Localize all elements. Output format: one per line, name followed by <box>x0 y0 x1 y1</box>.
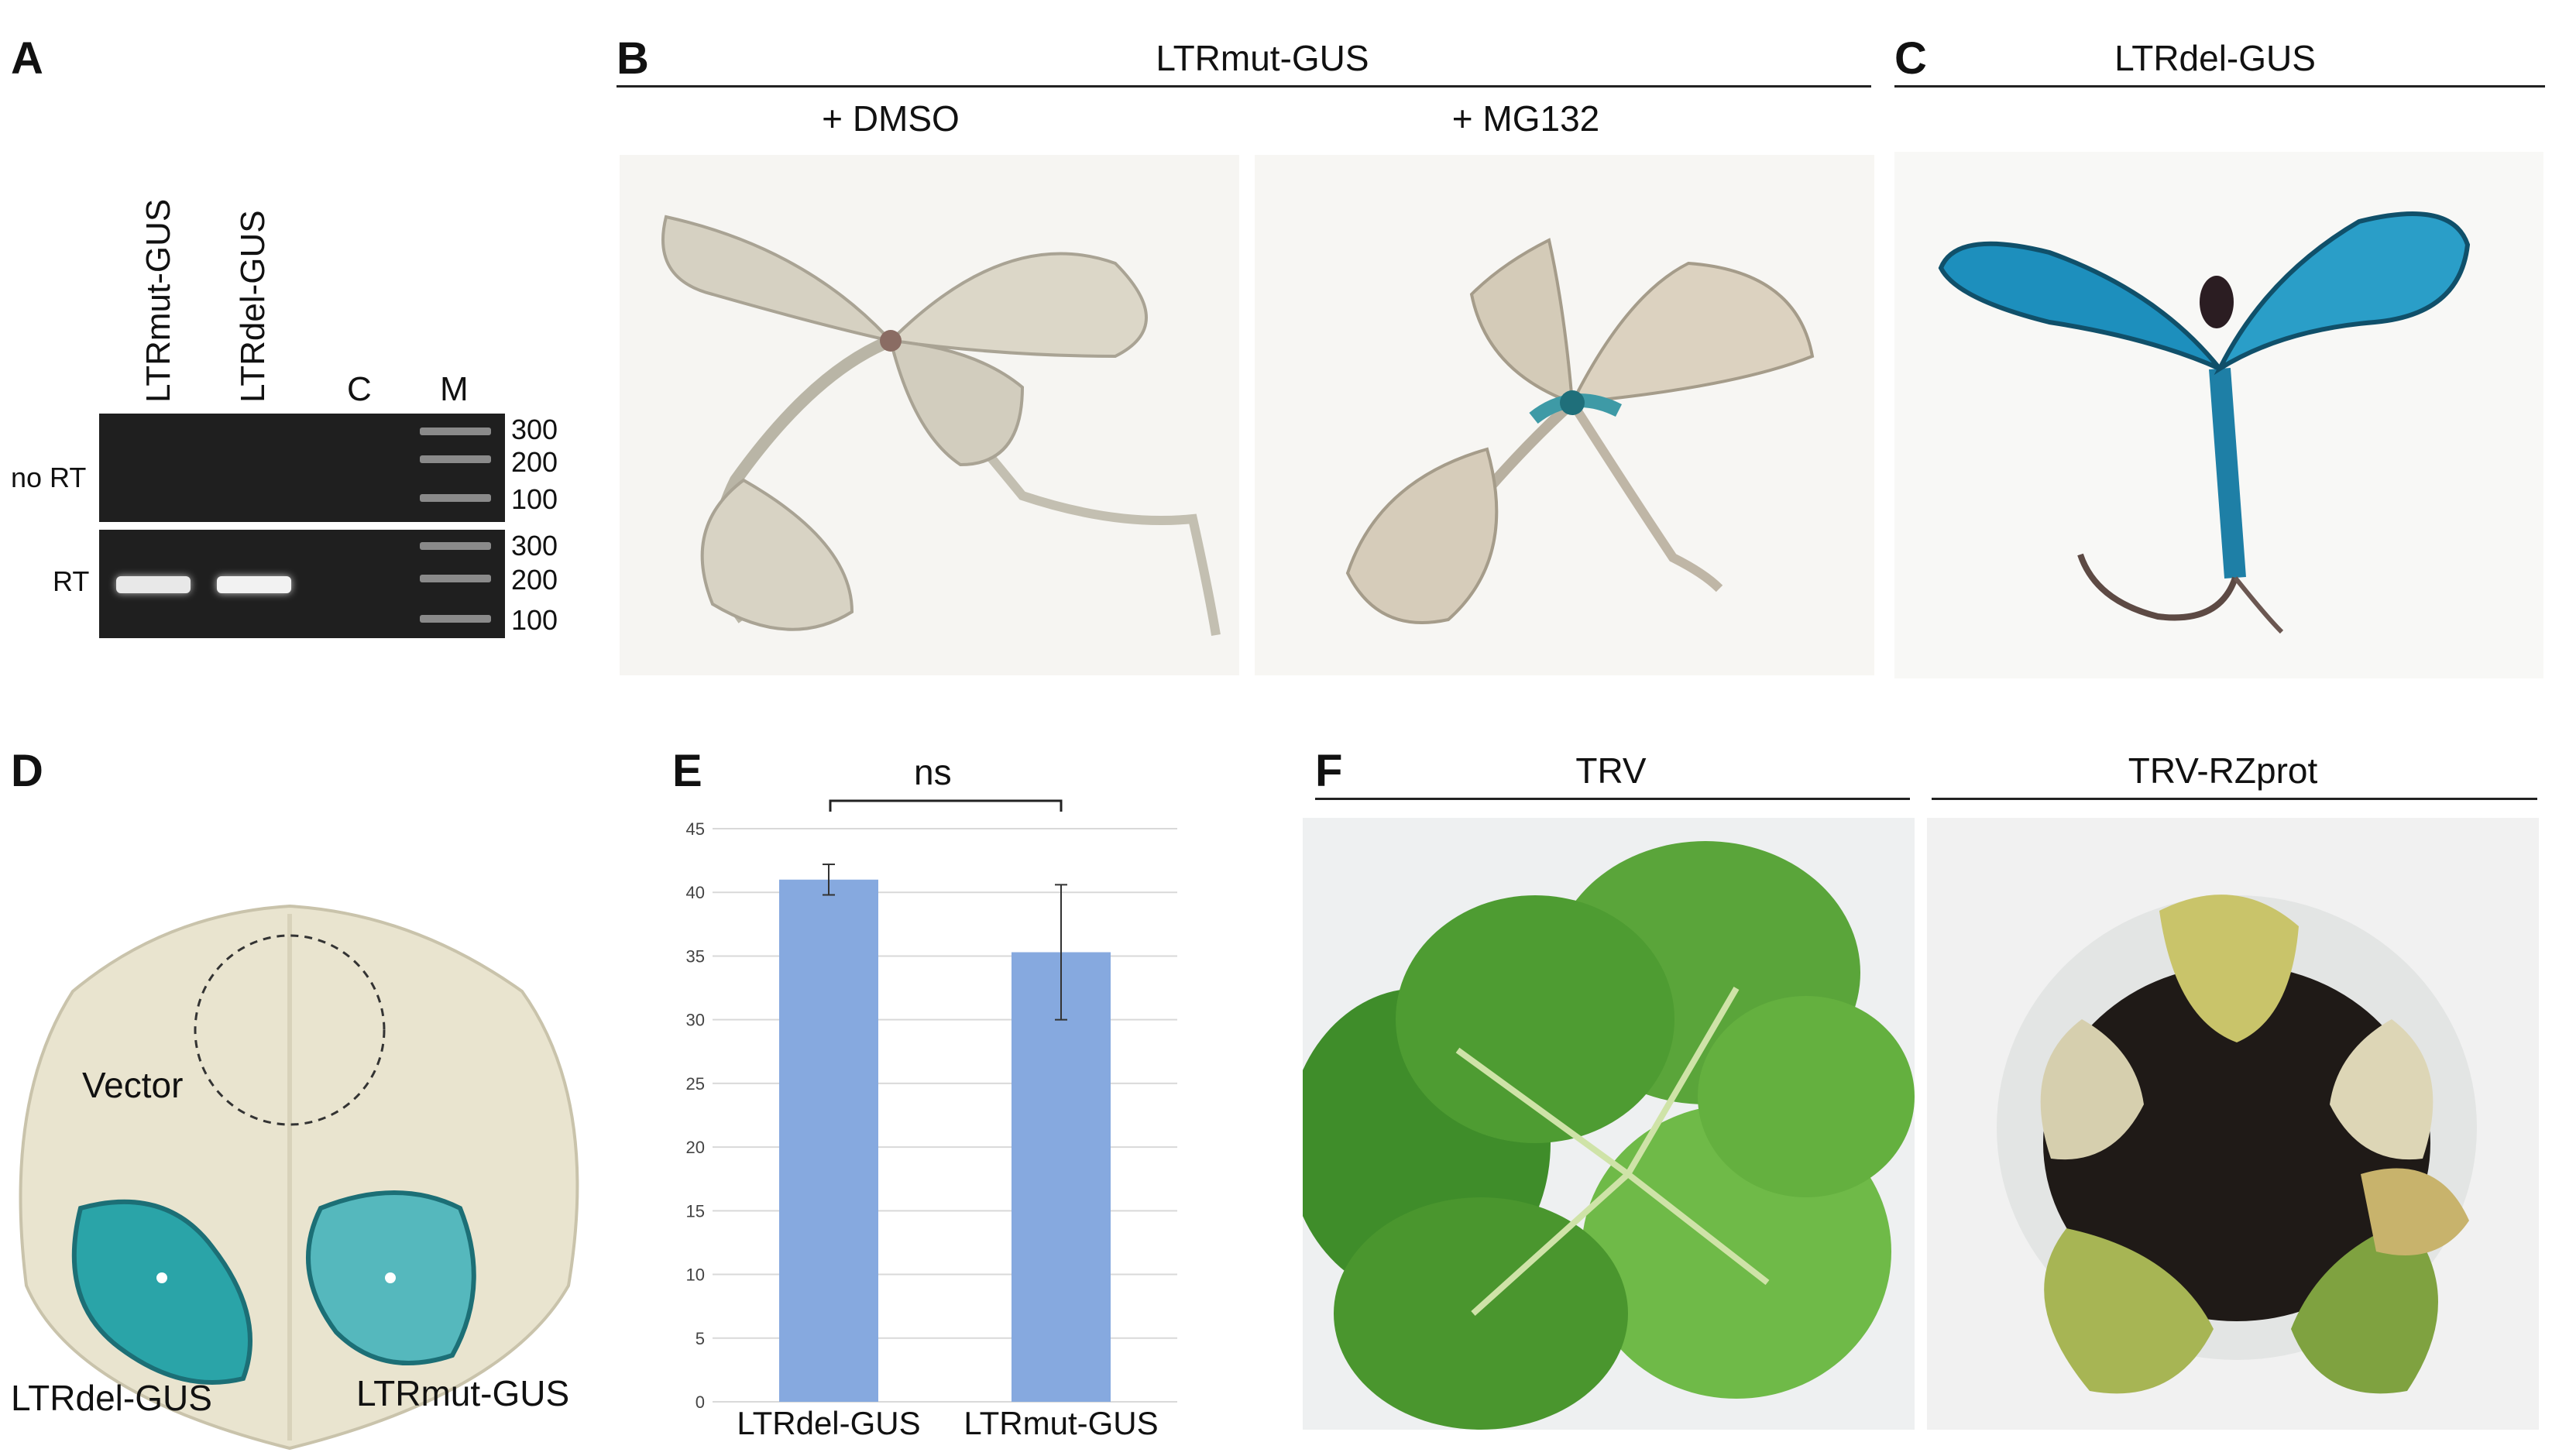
ladder-size-100: 100 <box>511 483 558 515</box>
panel-b-rule <box>617 85 1871 88</box>
y-tick-label: 5 <box>696 1329 705 1348</box>
pcr-band-ltrdel <box>217 576 291 593</box>
significance-bracket <box>829 799 1063 812</box>
lane-label-marker: M <box>440 370 469 408</box>
condition-dmso: + DMSO <box>822 98 960 139</box>
panel-letter-b: B <box>617 33 649 84</box>
panel-f-title-trv-rzprot: TRV-RZprot <box>2128 750 2318 791</box>
x-tick-label: LTRdel-GUS <box>737 1405 920 1441</box>
lane-label-ltrdel: LTRdel-GUS <box>234 210 272 403</box>
y-tick-label: 35 <box>686 946 705 966</box>
seedling-photo-mg132 <box>1255 155 1874 675</box>
ladder-band <box>420 428 491 435</box>
leaf-label-ltrdel: LTRdel-GUS <box>11 1378 212 1418</box>
leaf-label-vector: Vector <box>82 1065 184 1105</box>
ladder-size-300: 300 <box>511 414 558 445</box>
y-tick-label: 15 <box>686 1201 705 1221</box>
ladder-band <box>420 455 491 463</box>
panel-letter-c: C <box>1894 33 1927 84</box>
ladder-band <box>420 494 491 502</box>
row-label-rt: RT <box>53 565 90 597</box>
lane-label-ltrmut: LTRmut-GUS <box>139 198 177 403</box>
bar <box>1012 952 1111 1402</box>
y-tick-label: 25 <box>686 1074 705 1094</box>
panel-f-rule-trv-rzprot <box>1932 798 2537 800</box>
bar <box>779 879 878 1402</box>
panel-letter-f: F <box>1315 746 1343 796</box>
leaf-label-ltrmut: LTRmut-GUS <box>356 1373 570 1413</box>
y-tick-label: 30 <box>686 1011 705 1030</box>
panel-letter-e: E <box>672 746 702 796</box>
lane-label-control: C <box>347 370 372 408</box>
panel-f-rule-trv <box>1315 798 1910 800</box>
panel-letter-a: A <box>11 33 43 84</box>
gel-no-rt <box>99 414 505 522</box>
seedling-photo-ltrdel <box>1894 152 2543 678</box>
ladder-size-100: 100 <box>511 604 558 636</box>
y-tick-label: 45 <box>686 819 705 839</box>
pcr-band-ltrmut <box>116 576 191 593</box>
ladder-size-200: 200 <box>511 564 558 596</box>
y-tick-label: 20 <box>686 1138 705 1157</box>
plant-photo-trv-rzprot <box>1927 818 2539 1430</box>
panel-letter-d: D <box>11 746 43 796</box>
y-tick-label: 0 <box>696 1392 705 1412</box>
seedling-photo-dmso <box>620 155 1239 675</box>
ladder-size-300: 300 <box>511 530 558 561</box>
significance-label: ns <box>914 752 952 792</box>
y-tick-label: 10 <box>686 1265 705 1285</box>
row-label-no-rt: no RT <box>11 462 87 493</box>
ladder-band <box>420 575 491 582</box>
ladder-band <box>420 542 491 550</box>
gel-rt <box>99 530 505 638</box>
leaf-photo <box>11 883 599 1456</box>
x-tick-label: LTRmut-GUS <box>963 1405 1158 1441</box>
condition-mg132: + MG132 <box>1451 98 1600 139</box>
panel-c-rule <box>1894 85 2545 88</box>
panel-c-title: LTRdel-GUS <box>2114 38 2316 78</box>
panel-b-title: LTRmut-GUS <box>1156 38 1369 78</box>
ladder-band <box>420 615 491 623</box>
y-tick-label: 40 <box>686 883 705 902</box>
bar-chart: 0 5 10 15 20 25 30 35 40 45 LTRdel-GUS LTRmut-GUS <box>686 819 1177 1441</box>
plant-photo-trv <box>1303 818 1915 1430</box>
ladder-size-200: 200 <box>511 446 558 478</box>
panel-f-title-trv: TRV <box>1575 750 1647 791</box>
